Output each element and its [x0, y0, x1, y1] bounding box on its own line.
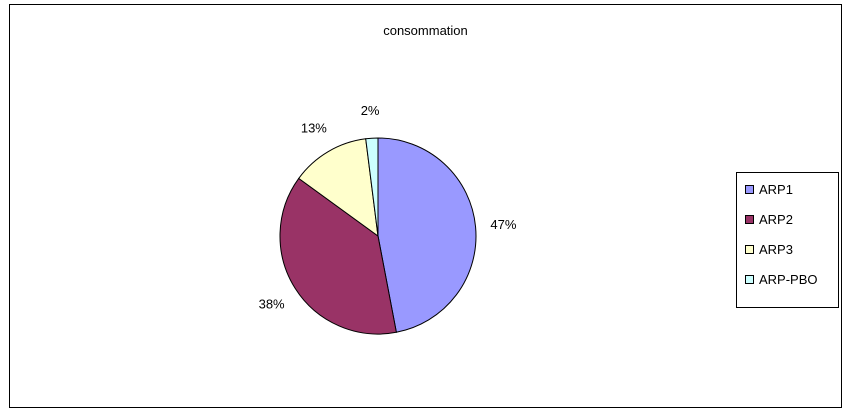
legend: ARP1 ARP2 ARP3 ARP-PBO: [736, 172, 839, 308]
legend-label: ARP-PBO: [759, 271, 818, 287]
pie-slice-arp3: [298, 138, 379, 238]
legend-swatch: [745, 244, 754, 254]
data-label-arp1: 47%: [490, 217, 516, 232]
data-label-arp-pbo: 2%: [361, 103, 380, 118]
data-label-arp3: 13%: [301, 121, 327, 136]
legend-label: ARP1: [759, 181, 793, 197]
legend-item-arp-pbo: ARP-PBO: [745, 271, 818, 287]
legend-item-arp1: ARP1: [745, 181, 793, 197]
legend-swatch: [745, 274, 754, 284]
chart-frame: consommation 47% 38% 13% 2% ARP1 ARP2 ARP3 ARP…: [9, 4, 842, 408]
legend-label: ARP2: [759, 211, 793, 227]
data-label-arp2: 38%: [259, 297, 285, 312]
pie-chart: 47% 38% 13% 2%: [259, 103, 517, 335]
legend-item-arp2: ARP2: [745, 211, 793, 227]
pie-slice-arp2: [279, 177, 397, 335]
chart-title: consommation: [383, 23, 468, 38]
legend-swatch: [745, 214, 754, 224]
legend-item-arp3: ARP3: [745, 241, 793, 257]
pie-slice-arp1: [377, 137, 477, 333]
pie-slice-arp-pbo: [365, 137, 379, 237]
legend-swatch: [745, 184, 754, 194]
legend-label: ARP3: [759, 241, 793, 257]
